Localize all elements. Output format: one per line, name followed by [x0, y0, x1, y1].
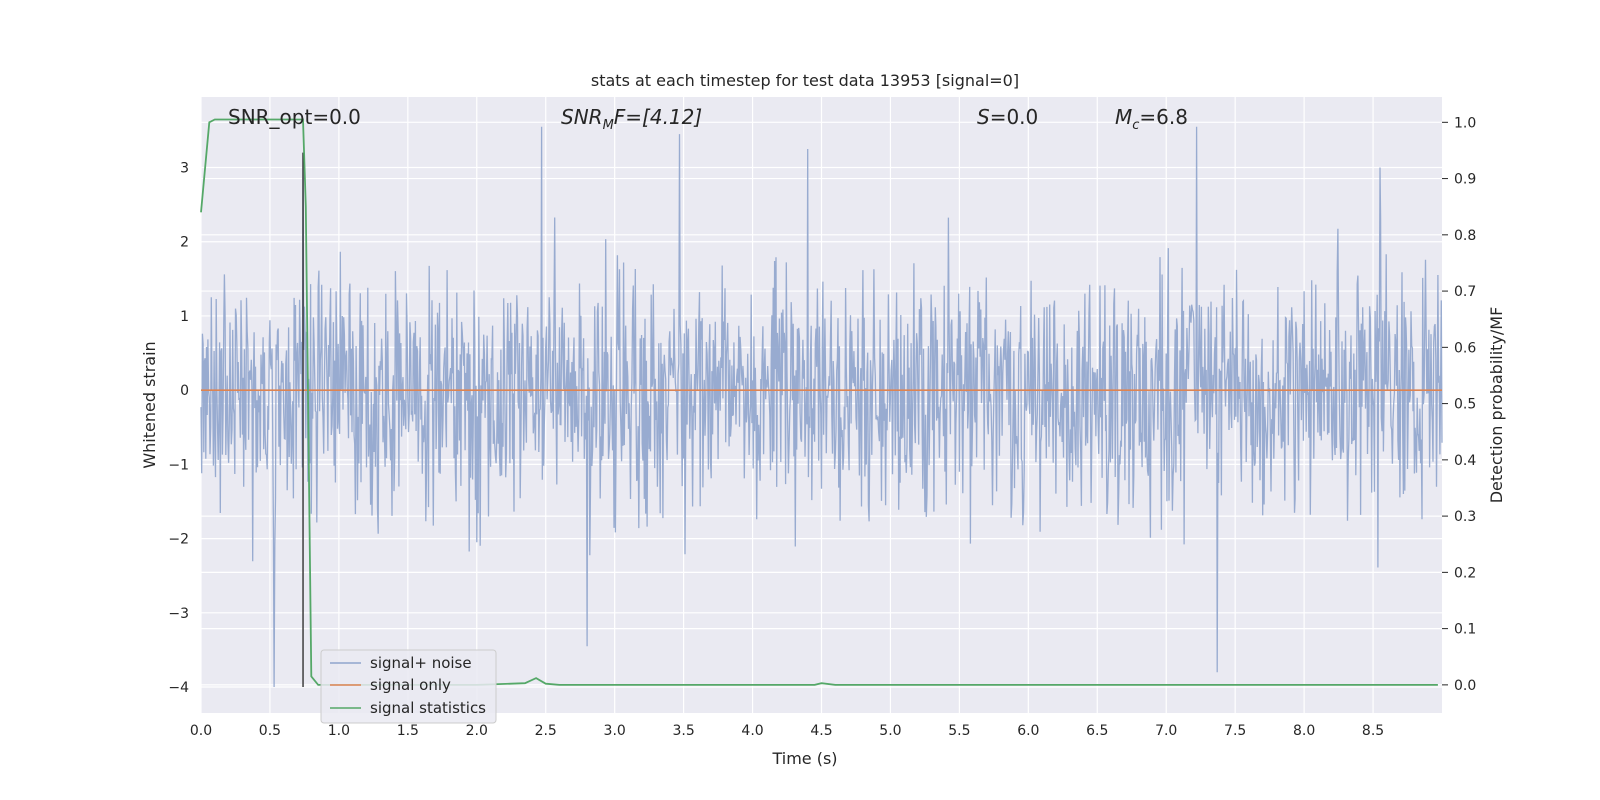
annotation-snr-mf-rest: F=[4.12] [614, 105, 702, 129]
y-axis-label: Whitened strain [140, 341, 159, 468]
y2-tick-label: 0.6 [1454, 340, 1476, 356]
x-tick-label: 5.5 [948, 723, 970, 739]
legend-label-signal-noise: signal+ noise [370, 654, 472, 672]
chart-title: stats at each timestep for test data 139… [591, 71, 1019, 90]
annotation-mc: Mc=6.8 [1115, 105, 1188, 133]
y-tick-label: 0 [180, 383, 189, 399]
annotation-snr-mf: SNRMF=[4.12] [561, 105, 702, 133]
x-axis-label: Time (s) [771, 749, 837, 768]
y2-tick-label: 0.3 [1454, 509, 1476, 525]
y-tick-label: −2 [168, 532, 189, 548]
y2-tick-label: 0.8 [1454, 228, 1476, 244]
x-axis-ticks: 0.0 0.5 1.0 1.5 2.0 2.5 3.0 3.5 4.0 4.5 5.0 5.5 6.0 6… [190, 723, 1384, 739]
y-tick-label: 3 [180, 161, 189, 177]
series-signal-noise [200, 126, 1443, 688]
y2-tick-label: 0.5 [1454, 397, 1476, 413]
y-tick-label: −3 [168, 606, 189, 622]
annotation-mc-sub: c [1132, 118, 1139, 133]
x-tick-label: 4.0 [741, 723, 763, 739]
y2-tick-label: 0.9 [1454, 172, 1476, 188]
y-tick-label: 1 [180, 309, 189, 325]
y-axis-ticks: 3 2 1 0 −1 −2 −3 −4 [168, 161, 189, 697]
x-tick-label: 6.0 [1017, 723, 1039, 739]
legend-label-signal-statistics: signal statistics [370, 699, 486, 717]
y2-axis-label: Detection probability/MF [1487, 307, 1506, 504]
x-tick-label: 4.5 [810, 723, 832, 739]
y2-axis-ticks: 1.0 0.9 0.8 0.7 0.6 0.5 0.4 0.3 0.2 0.1 0.0 [1442, 115, 1476, 694]
x-tick-label: 2.0 [466, 723, 488, 739]
y2-tick-label: 0.0 [1454, 678, 1476, 694]
annotation-mc-base: M [1115, 105, 1132, 129]
legend-box [320, 649, 497, 724]
x-tick-label: 7.0 [1155, 723, 1177, 739]
x-tick-label: 0.0 [190, 723, 212, 739]
annotation-s-base: S [977, 105, 990, 129]
annotation-snr-opt: SNR_opt=0.0 [228, 105, 361, 129]
annotation-mc-rest: =6.8 [1139, 105, 1188, 129]
x-tick-label: 3.5 [672, 723, 694, 739]
legend-label-signal-only: signal only [370, 676, 451, 694]
y2-tick-label: 1.0 [1454, 115, 1476, 131]
x-tick-label: 8.0 [1293, 723, 1315, 739]
y2-tick-label: 0.7 [1454, 284, 1476, 300]
signal-noise-line [200, 126, 1443, 688]
annotation-snr-mf-sub: M [603, 118, 614, 133]
annotation-snr-mf-base: SNR [561, 105, 603, 129]
annotation-s-rest: =0.0 [990, 105, 1039, 129]
y2-tick-label: 0.2 [1454, 565, 1476, 581]
y2-tick-label: 0.4 [1454, 453, 1476, 469]
x-tick-label: 1.0 [328, 723, 350, 739]
x-tick-label: 6.5 [1086, 723, 1108, 739]
x-tick-label: 0.5 [259, 723, 281, 739]
y-tick-label: −4 [168, 680, 189, 696]
x-tick-label: 8.5 [1362, 723, 1384, 739]
x-tick-label: 7.5 [1224, 723, 1246, 739]
legend: signal+ noise signal only signal statist… [320, 649, 497, 724]
y2-tick-label: 0.1 [1454, 622, 1476, 638]
y-tick-label: −1 [168, 457, 189, 473]
x-tick-label: 2.5 [535, 723, 557, 739]
x-tick-label: 1.5 [397, 723, 419, 739]
x-tick-label: 5.0 [879, 723, 901, 739]
annotation-s: S=0.0 [977, 105, 1038, 129]
y-tick-label: 2 [180, 235, 189, 251]
x-tick-label: 3.0 [604, 723, 626, 739]
